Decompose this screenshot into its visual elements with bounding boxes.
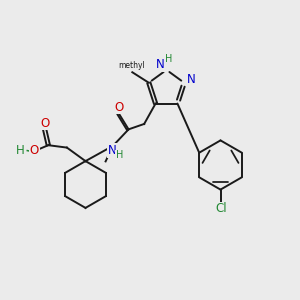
Text: Cl: Cl: [215, 202, 227, 215]
Text: N: N: [155, 58, 164, 71]
Text: H: H: [16, 144, 25, 157]
Text: O: O: [30, 144, 39, 158]
Text: H: H: [165, 53, 172, 64]
Text: H: H: [116, 150, 123, 161]
Text: O: O: [41, 116, 50, 130]
Text: N: N: [108, 144, 117, 157]
Text: N: N: [186, 73, 195, 86]
Text: methyl: methyl: [118, 61, 145, 70]
Text: O: O: [114, 100, 123, 114]
